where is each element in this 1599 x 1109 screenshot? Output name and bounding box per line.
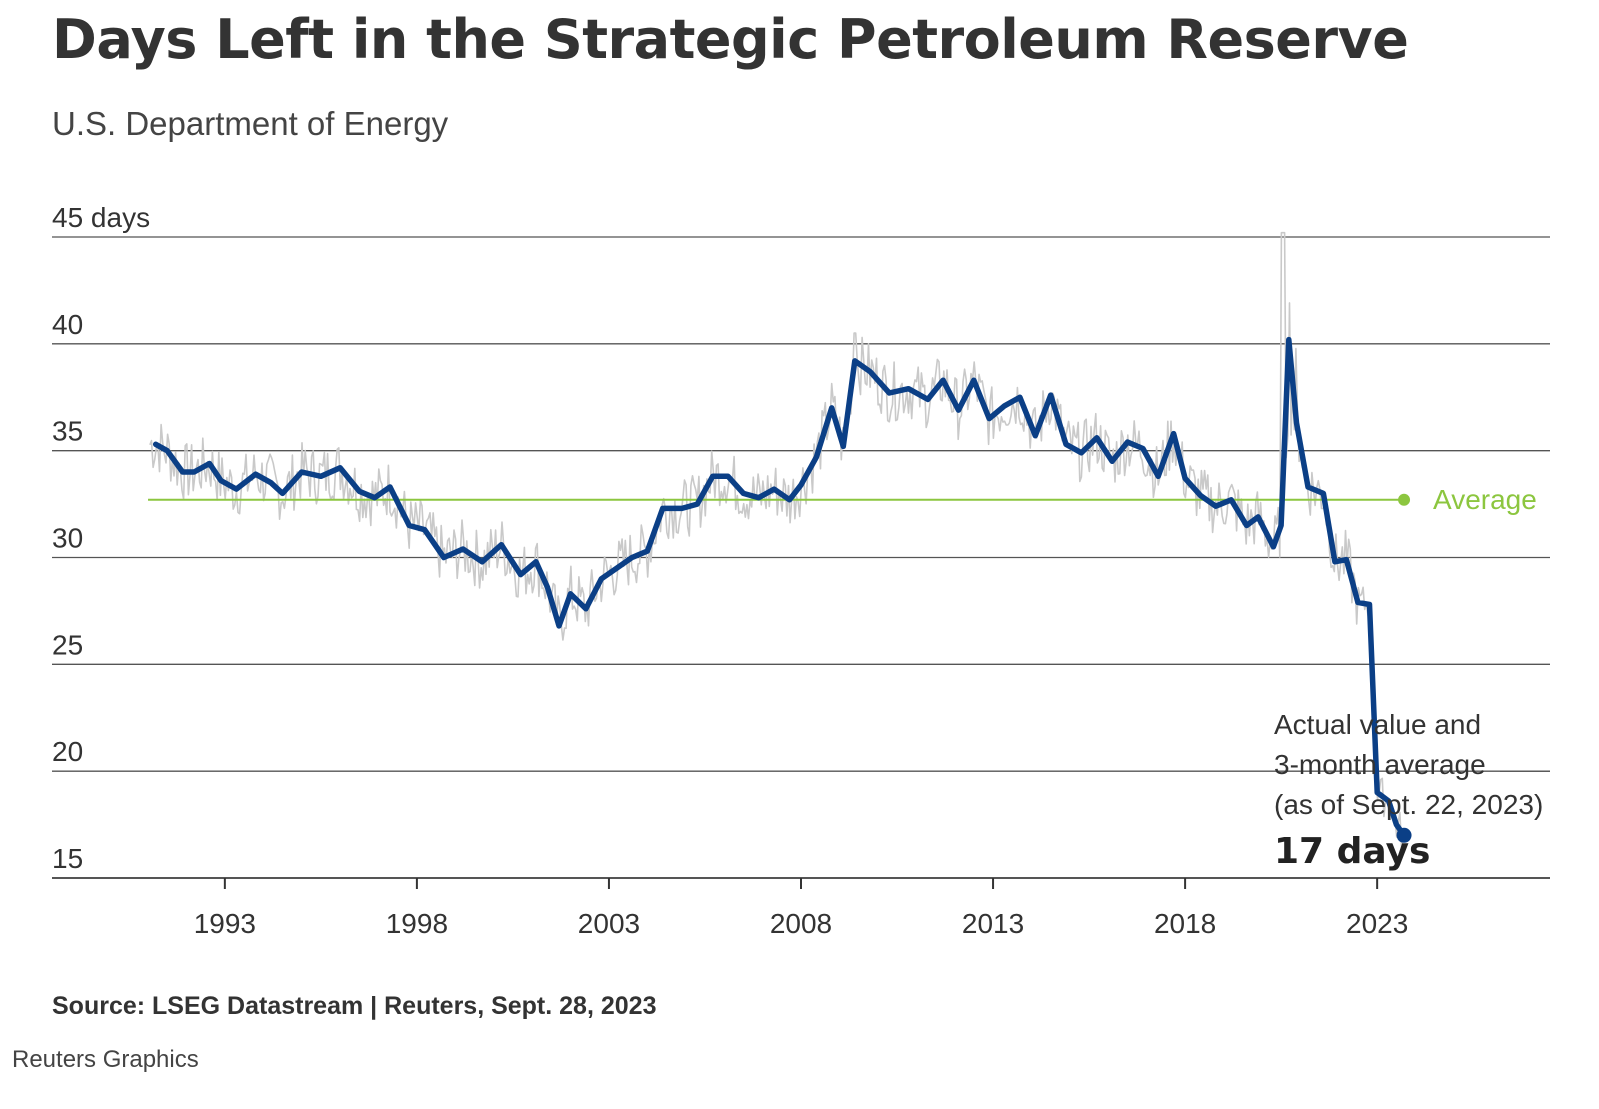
end-point-marker xyxy=(1396,827,1412,843)
annotation-line: Actual value and xyxy=(1274,709,1481,740)
x-tick-label: 2003 xyxy=(578,908,640,939)
raw-value-line xyxy=(149,231,1404,849)
end-value-label: 17 days xyxy=(1274,831,1430,872)
average-line-group: Average xyxy=(148,484,1537,515)
source-note: Source: LSEG Datastream | Reuters, Sept.… xyxy=(52,992,657,1020)
x-axis: 1993 1998 2003 2008 2013 2018 2023 xyxy=(194,878,1408,939)
x-tick-label: 2008 xyxy=(770,908,832,939)
y-tick-label: 20 xyxy=(52,736,83,767)
y-tick-label: 30 xyxy=(52,523,83,554)
y-axis: 45 days 40 35 30 25 20 15 xyxy=(52,202,150,874)
y-tick-label: 15 xyxy=(52,843,83,874)
x-tick-label: 2013 xyxy=(962,908,1024,939)
gridlines xyxy=(52,236,1550,879)
annotation-line: (as of Sept. 22, 2023) xyxy=(1274,789,1543,820)
y-tick-label: 45 days xyxy=(52,202,150,233)
smooth-series xyxy=(152,336,1412,843)
y-tick-label: 35 xyxy=(52,416,83,447)
x-tick-label: 1998 xyxy=(386,908,448,939)
annotations: Actual value and 3-month average (as of Se… xyxy=(1274,709,1550,872)
three-month-average-line xyxy=(152,336,1407,839)
average-marker xyxy=(1398,493,1411,506)
chart-subtitle: U.S. Department of Energy xyxy=(52,105,449,142)
credit-note: Reuters Graphics xyxy=(12,1046,199,1073)
x-tick-label: 1993 xyxy=(194,908,256,939)
average-label: Average xyxy=(1433,484,1537,515)
y-tick-label: 25 xyxy=(52,629,83,660)
x-tick-label: 2018 xyxy=(1154,908,1216,939)
y-tick-label: 40 xyxy=(52,309,83,340)
chart-title: Days Left in the Strategic Petroleum Res… xyxy=(52,8,1409,71)
x-tick-label: 2023 xyxy=(1346,908,1408,939)
annotation-line: 3-month average xyxy=(1274,749,1486,780)
raw-series xyxy=(149,231,1404,849)
